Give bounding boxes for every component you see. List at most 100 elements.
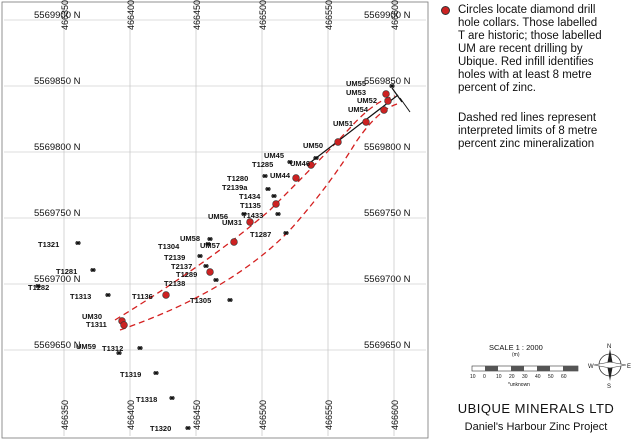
compass-s: S [607, 384, 611, 390]
drill-hole-t1311[interactable]: T1311 [86, 320, 128, 329]
hole-label: T2139 [164, 253, 185, 262]
mineralization-limit-lower [119, 103, 398, 331]
drill-hole-t1318[interactable]: T1318 [136, 395, 175, 404]
collar-marker-red [246, 218, 254, 226]
scale-tick: 30 [522, 374, 528, 380]
drill-hole-t2137[interactable]: T2137 [171, 262, 209, 271]
drill-hole-um55[interactable]: UM55 [346, 79, 395, 88]
collar-marker-red [162, 291, 170, 299]
grid-lines [4, 4, 426, 436]
drill-hole-um53[interactable]: UM53 [346, 88, 390, 98]
easting-label-top: 466350 [60, 0, 70, 30]
drill-hole-um45[interactable]: UM45 [264, 151, 319, 160]
hole-label: T1285 [252, 160, 273, 169]
collar-marker-red [382, 90, 390, 98]
scale-tick: 60 [561, 374, 567, 380]
collar-marker [241, 212, 247, 216]
hole-label: T1287 [250, 230, 271, 239]
hole-label: T1135 [240, 201, 261, 210]
collar-marker [203, 264, 209, 268]
collar-marker [75, 241, 81, 245]
drill-hole-t1434[interactable]: T1434 [239, 192, 277, 201]
hole-label: UM46 [290, 159, 310, 168]
northing-label-right: 5569900 N [364, 10, 411, 21]
drill-hole-um56[interactable]: UM56 [208, 212, 247, 221]
scale-units: (m) [512, 352, 520, 358]
compass-w: W [588, 364, 594, 370]
drill-hole-um52[interactable]: UM52 [357, 96, 392, 105]
drill-hole-t1313[interactable]: T1313 [70, 292, 111, 301]
drill-hole-um50[interactable]: UM50 [303, 138, 342, 150]
hole-label: UM56 [208, 212, 228, 221]
drill-hole-um54[interactable]: UM54 [348, 105, 388, 114]
project-title: Daniel's Harbour Zinc Project [464, 421, 608, 433]
drill-hole-um57[interactable]: UM57 [200, 238, 238, 250]
easting-label-bottom: 466500 [258, 400, 268, 430]
hole-label: T1319 [120, 370, 141, 379]
drill-hole-t1304[interactable]: T1304 [158, 242, 211, 251]
collar-marker [137, 346, 143, 350]
drill-hole-t1321[interactable]: T1321 [38, 240, 81, 249]
drill-hole-t1282[interactable]: T1282 [28, 283, 49, 292]
drill-hole-um44[interactable]: UM44 [270, 171, 300, 182]
collar-marker [105, 293, 111, 297]
collar-marker [169, 396, 175, 400]
drill-hole-t1305[interactable]: T1305 [190, 296, 233, 305]
drill-hole-um58[interactable]: UM58 [180, 234, 213, 243]
drill-hole-t1281[interactable]: T1281 [56, 267, 96, 276]
northing-label-right: 5569800 N [364, 142, 411, 153]
hole-label: UM51 [333, 119, 353, 128]
hole-label: T2137 [171, 262, 192, 271]
legend-collar-text: Circles locate diamond drill hole collar… [458, 4, 602, 94]
hole-label: T1434 [239, 192, 261, 201]
drill-hole-t1433[interactable]: T1433 [242, 211, 281, 220]
collar-marker [389, 84, 395, 88]
north-arrow-icon: N S E W [588, 344, 631, 390]
collar-marker [271, 194, 277, 198]
drill-hole-t1287[interactable]: T1287 [250, 230, 289, 239]
hole-label: UM44 [270, 171, 291, 180]
compass-e: E [627, 364, 631, 370]
scale-tick: 10 [496, 374, 502, 380]
hole-label: T1312 [102, 344, 123, 353]
easting-label-bottom: 466400 [126, 400, 136, 430]
collar-marker-red [380, 106, 388, 114]
hole-label: T1282 [28, 283, 49, 292]
drill-hole-t2139a[interactable]: T2139a [222, 183, 271, 192]
hole-label: T1321 [38, 240, 59, 249]
drill-hole-um59[interactable]: UM59 [76, 342, 122, 355]
northing-label-left: 5569900 N [34, 10, 81, 21]
hole-label: T2138 [164, 279, 185, 288]
drill-hole-um46[interactable]: UM46 [290, 159, 315, 169]
hole-label: UM59 [76, 342, 96, 351]
easting-label-top: 466400 [126, 0, 136, 30]
scale-label: SCALE 1 : 2000 [489, 343, 543, 352]
drill-hole-t1319[interactable]: T1319 [120, 370, 159, 379]
collar-marker [116, 351, 122, 355]
hole-label: T1281 [56, 267, 77, 276]
collar-marker [275, 212, 281, 216]
easting-label-bottom: 466550 [324, 400, 334, 430]
drill-hole-um31[interactable]: UM31 [222, 218, 254, 227]
collar-marker-red [272, 200, 280, 208]
drill-hole-t1320[interactable]: T1320 [150, 424, 191, 433]
drill-hole-t2139[interactable]: T2139 [164, 253, 203, 262]
collar-marker [262, 174, 268, 178]
hole-label: T1305 [190, 296, 211, 305]
scale-tick-labels: 10 0 10 20 30 40 50 60 [470, 374, 567, 380]
company-title: UBIQUE MINERALS LTD [457, 401, 615, 416]
drill-hole-t1136[interactable]: T1136 [132, 291, 170, 301]
northing-label-left: 5569650 N [34, 340, 81, 351]
drill-hole-t1285[interactable]: T1285 [252, 160, 293, 169]
scale-tick: 10 [470, 374, 476, 380]
drill-hole-t2138[interactable]: T2138 [164, 278, 219, 288]
drill-hole-t1135[interactable]: T1135 [240, 200, 280, 210]
drill-hole-t1312[interactable]: T1312 [102, 344, 143, 353]
hole-label: T2139a [222, 183, 248, 192]
drill-hole-um51[interactable]: UM51 [333, 118, 370, 128]
collar-marker [35, 284, 41, 288]
hole-label: T1280 [227, 174, 248, 183]
drill-hole-t1289[interactable]: T1289 [176, 268, 214, 279]
hole-label: UM45 [264, 151, 284, 160]
drill-hole-t1280[interactable]: T1280 [227, 174, 268, 183]
